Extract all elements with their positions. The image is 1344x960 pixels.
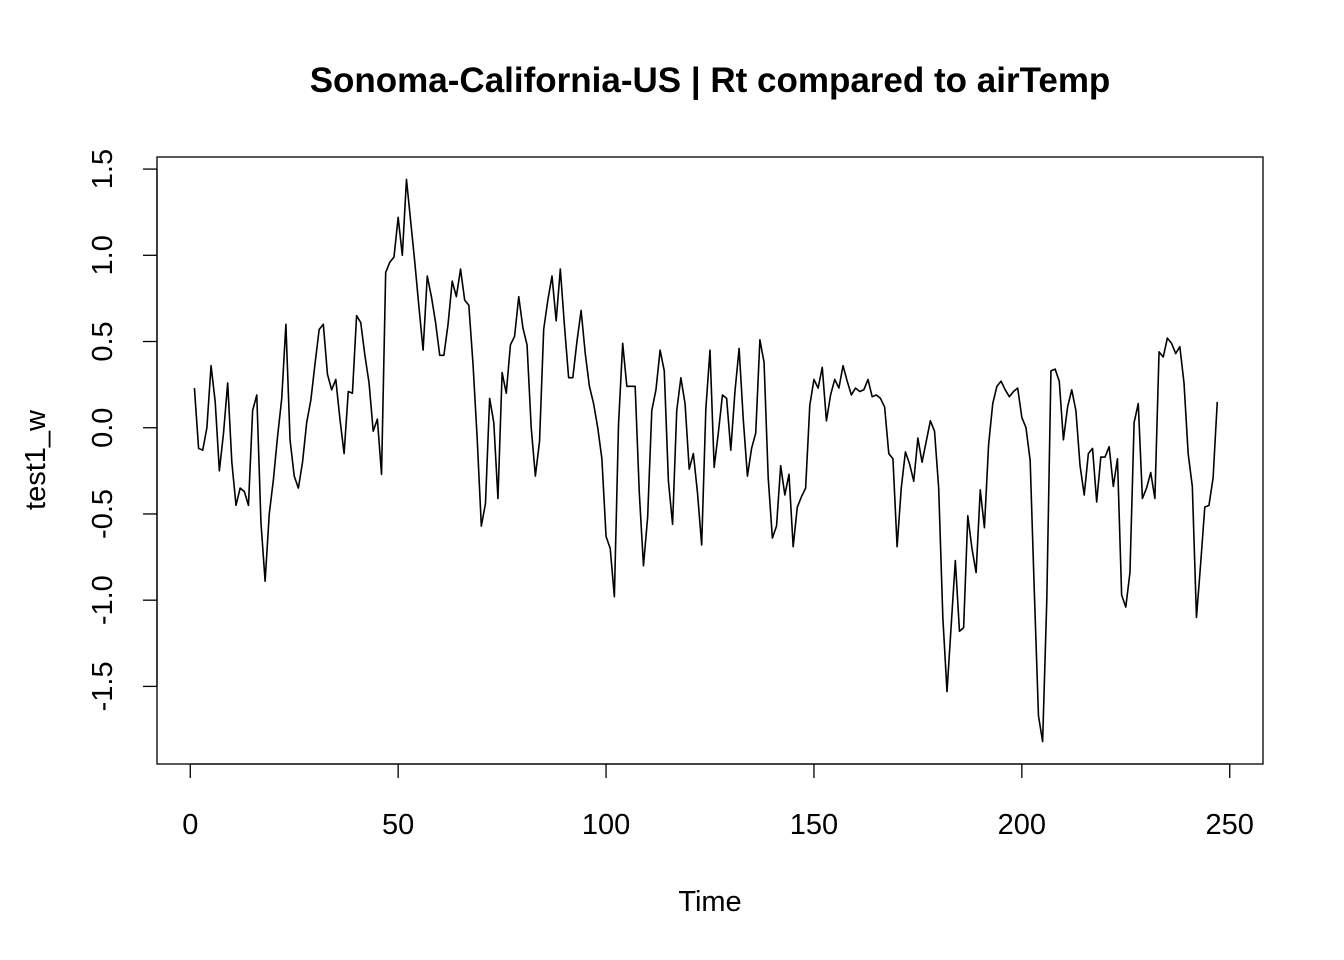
y-tick-label: 0.0 <box>87 408 119 448</box>
chart-title: Sonoma-California-US | Rt compared to ai… <box>310 61 1111 100</box>
x-tick-label: 0 <box>182 809 198 841</box>
y-tick-label: 0.5 <box>87 321 119 361</box>
y-axis: -1.5 -1.0 -0.5 0.0 0.5 1.0 1.5 <box>87 149 158 711</box>
x-tick-label: 50 <box>382 809 414 841</box>
x-tick-label: 200 <box>998 809 1046 841</box>
y-tick-label: 1.0 <box>87 235 119 275</box>
series-line <box>193 178 1219 743</box>
x-axis-label: Time <box>678 886 741 918</box>
y-tick-label: -0.5 <box>87 489 119 539</box>
y-axis-label: test1_w <box>20 409 52 510</box>
y-tick-label: -1.5 <box>87 661 119 711</box>
x-tick-label: 250 <box>1206 809 1254 841</box>
x-axis: 0 50 100 150 200 250 <box>182 763 1254 841</box>
y-tick-label: 1.5 <box>87 149 119 189</box>
x-tick-label: 100 <box>582 809 630 841</box>
y-tick-label: -1.0 <box>87 575 119 625</box>
x-tick-label: 150 <box>790 809 838 841</box>
